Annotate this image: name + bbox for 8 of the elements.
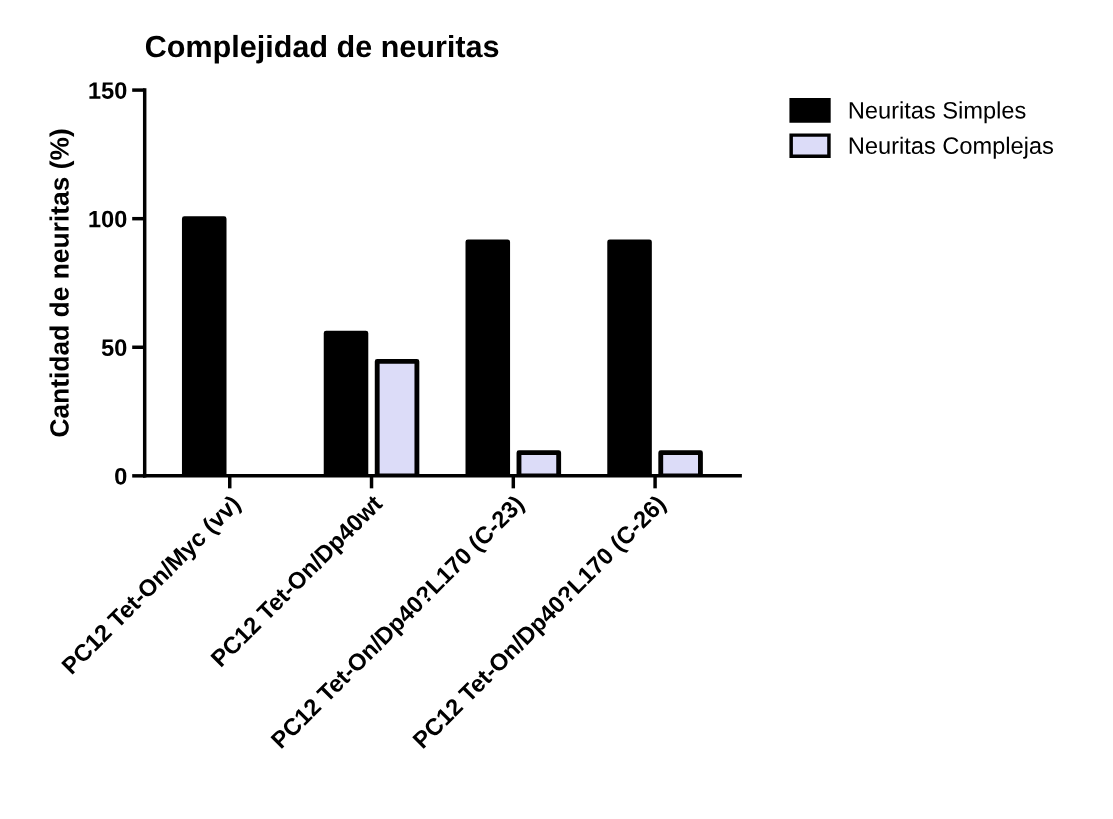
y-tick-label: 100 — [89, 210, 127, 228]
legend-label: Neuritas Simples — [849, 101, 1026, 124]
chart-title: Complejidad de neuritas — [145, 34, 499, 64]
y-tick-label: 150 — [89, 82, 127, 99]
legend-label: Neuritas Complejas — [849, 136, 1053, 159]
y-tick-label: 0 — [115, 467, 127, 485]
y-tick-label: 50 — [101, 339, 127, 357]
y-axis-title: Cantidad de neuritas (%) — [49, 129, 75, 437]
